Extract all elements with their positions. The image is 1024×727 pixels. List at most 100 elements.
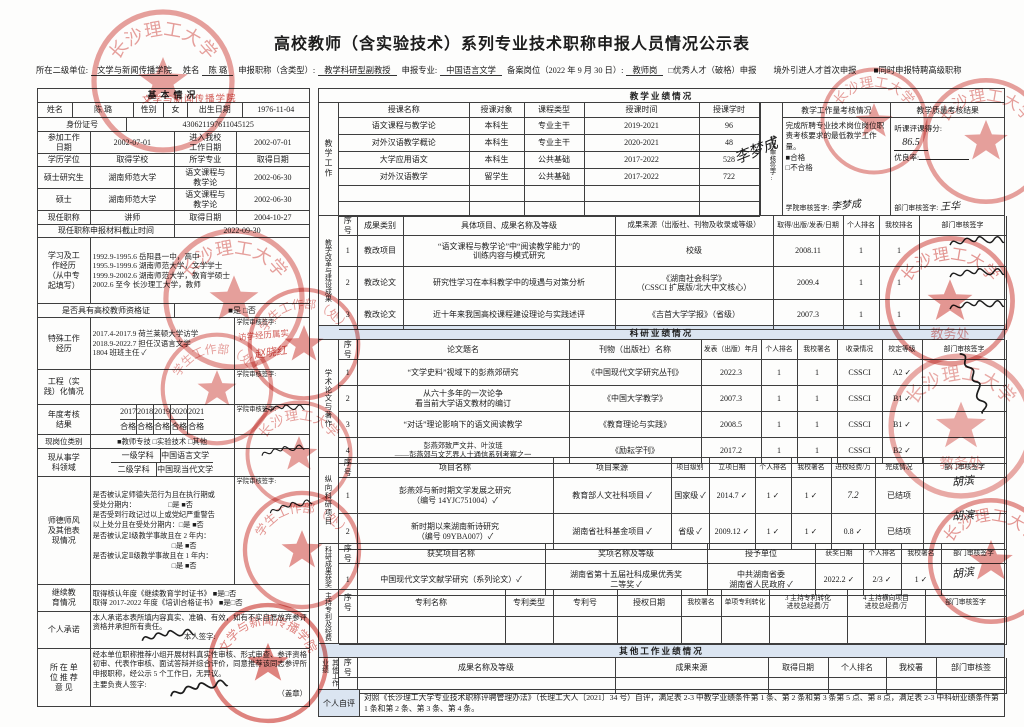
- cell: 合格: [136, 420, 153, 434]
- cell: 2002-06-30: [235, 167, 309, 188]
- teaching-section-banner: 教学业绩情况: [319, 89, 1004, 103]
- cell: 2022-09-30: [174, 225, 309, 237]
- teaching-section: 教学工作 授课名称 授课对象 课程类型 授课时间 授课学时 语文课程与教学论 本科生 专业主…: [319, 103, 1004, 217]
- cell: 专业主干: [523, 133, 585, 152]
- cell: 师德师风 及其他表 现情况: [47, 515, 80, 545]
- cell: 1: [760, 359, 798, 387]
- cell: 对外汉语教学: [339, 167, 470, 186]
- cell: 成果名称及等级: [356, 658, 616, 679]
- cell: 授课对象: [468, 103, 525, 118]
- cell: 1: [842, 266, 880, 301]
- cell: 1 ✓: [790, 477, 832, 515]
- cell: 工程（实 践）化情况: [43, 377, 84, 396]
- cell: 专利名称: [356, 590, 506, 617]
- cell: 2014.7 ✓: [708, 477, 756, 515]
- cell: 讲师: [89, 211, 174, 224]
- major-value: 中国语言文学: [440, 66, 502, 76]
- cell: 项目名称: [356, 458, 554, 479]
- cell: 序号: [339, 544, 358, 565]
- cell: 姓名: [46, 105, 63, 114]
- cell: 我校署名: [790, 458, 832, 479]
- reform-table: 序号 成果类别 具体项目、成果名称及等级 成果来源（出版社、刊物及收录或等级） 取得/出…: [339, 216, 1007, 331]
- cell: 1: [760, 385, 798, 413]
- patents-row-label: 主持专利及经费: [319, 590, 339, 643]
- cell: 2021: [187, 405, 204, 419]
- cell: “语文课程与教学论”中“阅读教学能力”的 训练内容与模式研究: [402, 235, 616, 268]
- papers-section: 学术论文与著作 序号 论文题名 刊物（出版社）名称 发表（出版）年月 个人排名 我校署名收…: [319, 340, 1007, 465]
- cell: 1: [339, 235, 358, 268]
- cell: 校级: [614, 235, 774, 268]
- reform-section: 教学改革与建设成果 序号 成果类别 具体项目、成果名称及等级 成果来源（出版社、刊物及…: [319, 216, 1007, 331]
- college-sign-column: 学院审核签字:: [759, 103, 782, 215]
- cell: 对外汉语教学概论: [339, 133, 470, 152]
- cell: 湖南师范大学: [89, 167, 174, 188]
- promise-text: 本人承诺本表所填内容真实、准确、有效，如有不实自愿放弃参评资格并承担所有责任。: [92, 613, 307, 632]
- workload-assessment-box: 教学工作量考核情况 完成所聘专业技术岗位岗位职责考核要求的最低教学工作量。 ■合…: [781, 103, 891, 215]
- cell: 语文课程与教学论: [339, 116, 470, 135]
- cell: 授课名称: [339, 103, 470, 118]
- cell: 1: [842, 299, 880, 331]
- cell: 专业主干: [523, 116, 585, 135]
- cell: 从六十多年的一次论争 看当前大学语文教材的编订: [356, 385, 570, 413]
- cell: 学习及工 作经历 （从中专 起填写）: [47, 250, 80, 290]
- cell: 奖项名称及等级: [544, 544, 708, 565]
- cell: 中国语言文学: [160, 449, 209, 462]
- college-sign-cell: 学院审核签字:: [233, 370, 309, 404]
- cell: 收录情况: [836, 340, 883, 361]
- cell: 专利号: [552, 590, 618, 617]
- cell: 序号: [339, 458, 358, 479]
- course-table: 授课名称 授课对象 课程类型 授课时间 授课学时 语文课程与教学论 本科生 专业主干 2019…: [339, 103, 760, 217]
- workload-text: 完成所聘专业技术岗位岗位职责考核要求的最低教学工作量。: [785, 121, 885, 151]
- cell: 进校经费/万: [830, 458, 876, 479]
- cell: 2009.4: [772, 266, 844, 301]
- cell: [339, 200, 470, 217]
- cell: 合格: [153, 420, 170, 434]
- patents-table: 序号 专利名称 专利类型 专利号 授权日期 我校署名 单项专利转化 3 主持专利转化 进校总经…: [339, 590, 1007, 645]
- cell: 部门审核签字: [918, 216, 1007, 237]
- quality-sign-line: 部门审核签字: 王华: [894, 198, 960, 213]
- table-row: 1 “文学史料”视域下的彭燕郊研究 《中国现代文学研究丛刊》 2022.3 1 1 CSSC…: [339, 359, 1007, 387]
- cell: 1: [796, 359, 838, 387]
- quality-score-line: 86.5: [891, 134, 1004, 151]
- cell: 1: [339, 477, 358, 515]
- table-row: 大学应用语文 本科生 公共基础 2017-2022 528: [339, 150, 760, 169]
- table-row: 序号 专利名称 专利类型 专利号 授权日期 我校署名 单项专利转化 3 主持专利转化 进校总经…: [339, 590, 1007, 617]
- table-row: 对外汉语教学概论 本科生 专业主干 2020-2021 48: [339, 133, 760, 152]
- cell: 项目级别: [670, 458, 710, 479]
- post-label: 备案岗位（2022 年 9 月 30 日）:: [507, 66, 624, 75]
- cell: 序号: [339, 658, 358, 679]
- rate-blank: [919, 158, 970, 160]
- cell: 现任职称申报材料截止时间: [58, 226, 154, 235]
- cell: 校定等级: [881, 340, 923, 361]
- sign-cell: [918, 266, 1007, 301]
- cell: [356, 615, 506, 645]
- quality-title: 教学质量考核结果: [891, 103, 1004, 118]
- cell: 2017-2022: [583, 150, 700, 169]
- ethics-cell: 是否被认定师德失范行为且在执行期或 受处分期内： □是 ■否 是否受到行政记过以…: [89, 477, 234, 584]
- cell: 授予单位: [706, 544, 816, 565]
- cell: 2008.5: [700, 411, 762, 439]
- awards-row-label: 科研成果获奖: [319, 544, 339, 589]
- cell: 本科生: [468, 150, 525, 169]
- cell: 硕士研究生: [43, 172, 84, 182]
- papers-row-label: 学术论文与著作: [319, 340, 339, 457]
- sign-cell: [921, 385, 1007, 413]
- cell: 公共基础: [523, 150, 585, 169]
- self-eval-section: 个人自评 对照《长沙理工大学专业技术职称评聘管理办法》（长理工大人〔2021〕3…: [319, 690, 1004, 716]
- cell: 430621197611045125: [126, 118, 309, 131]
- cell: 个人承诺: [47, 625, 80, 634]
- cell: 已结项: [874, 477, 924, 515]
- cell: 我校署名: [680, 590, 722, 617]
- cell: 取得日期: [174, 211, 236, 224]
- patents-section: 主持专利及经费 序号 专利名称 专利类型 专利号 授权日期 我校署名 单项专利转化 3 主持专…: [319, 590, 1007, 645]
- cell: 取得日期: [235, 154, 309, 166]
- cell: 陈 璐: [71, 103, 134, 117]
- major-label: 申报专业:: [401, 66, 438, 75]
- engineering-cell: [89, 370, 234, 404]
- quality-assessment-box: 教学质量考核结果 听课评课得分: 86.5 优良率: 部门审核签字: 王华: [890, 103, 1004, 215]
- signature-hubin-2: 胡滨: [951, 509, 975, 523]
- cell: 成果来源（出版社、刊物及收录或等级）: [614, 216, 774, 237]
- cell: 2022.3: [700, 359, 762, 387]
- cell: [523, 184, 585, 202]
- cell: 取得日期: [767, 658, 829, 679]
